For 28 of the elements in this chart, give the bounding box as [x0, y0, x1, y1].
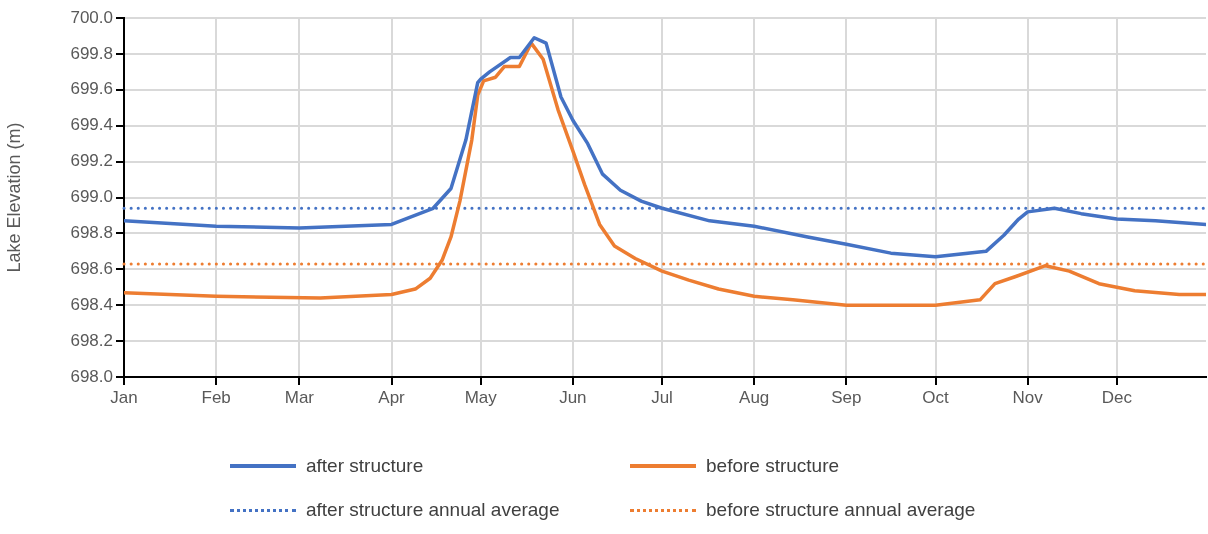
- legend-label: after structure: [306, 455, 424, 477]
- x-tick-label: Jan: [110, 387, 138, 407]
- x-tick-label: Mar: [284, 387, 315, 407]
- y-tick-label: 699.8: [70, 43, 113, 63]
- legend-label: before structure: [706, 455, 840, 477]
- y-tick-label: 698.8: [70, 223, 113, 243]
- y-tick-label: 700.0: [70, 7, 113, 27]
- x-tick-label: Aug: [739, 387, 770, 407]
- y-tick-label: 698.2: [70, 330, 113, 350]
- y-axis-title: Lake Elevation (m): [3, 122, 24, 273]
- x-tick-label: May: [464, 387, 498, 407]
- y-tick-label: 699.2: [70, 151, 113, 171]
- x-tick-label: Oct: [922, 387, 949, 407]
- y-tick-label: 699.4: [70, 115, 113, 135]
- legend-label: after structure annual average: [306, 499, 560, 521]
- x-tick-label: Apr: [378, 387, 406, 407]
- x-tick-label: Sep: [831, 387, 862, 407]
- x-tick-label: Feb: [201, 387, 231, 407]
- legend-label: before structure annual average: [706, 499, 976, 521]
- x-tick-label: Dec: [1101, 387, 1133, 407]
- y-tick-label: 698.4: [70, 294, 113, 314]
- y-tick-label: 698.0: [70, 366, 113, 386]
- x-tick-label: Nov: [1012, 387, 1044, 407]
- y-tick-label: 698.6: [70, 258, 113, 278]
- y-tick-label: 699.0: [70, 187, 113, 207]
- x-tick-label: Jul: [651, 387, 673, 407]
- y-tick-label: 699.6: [70, 79, 113, 99]
- x-tick-label: Jun: [559, 387, 587, 407]
